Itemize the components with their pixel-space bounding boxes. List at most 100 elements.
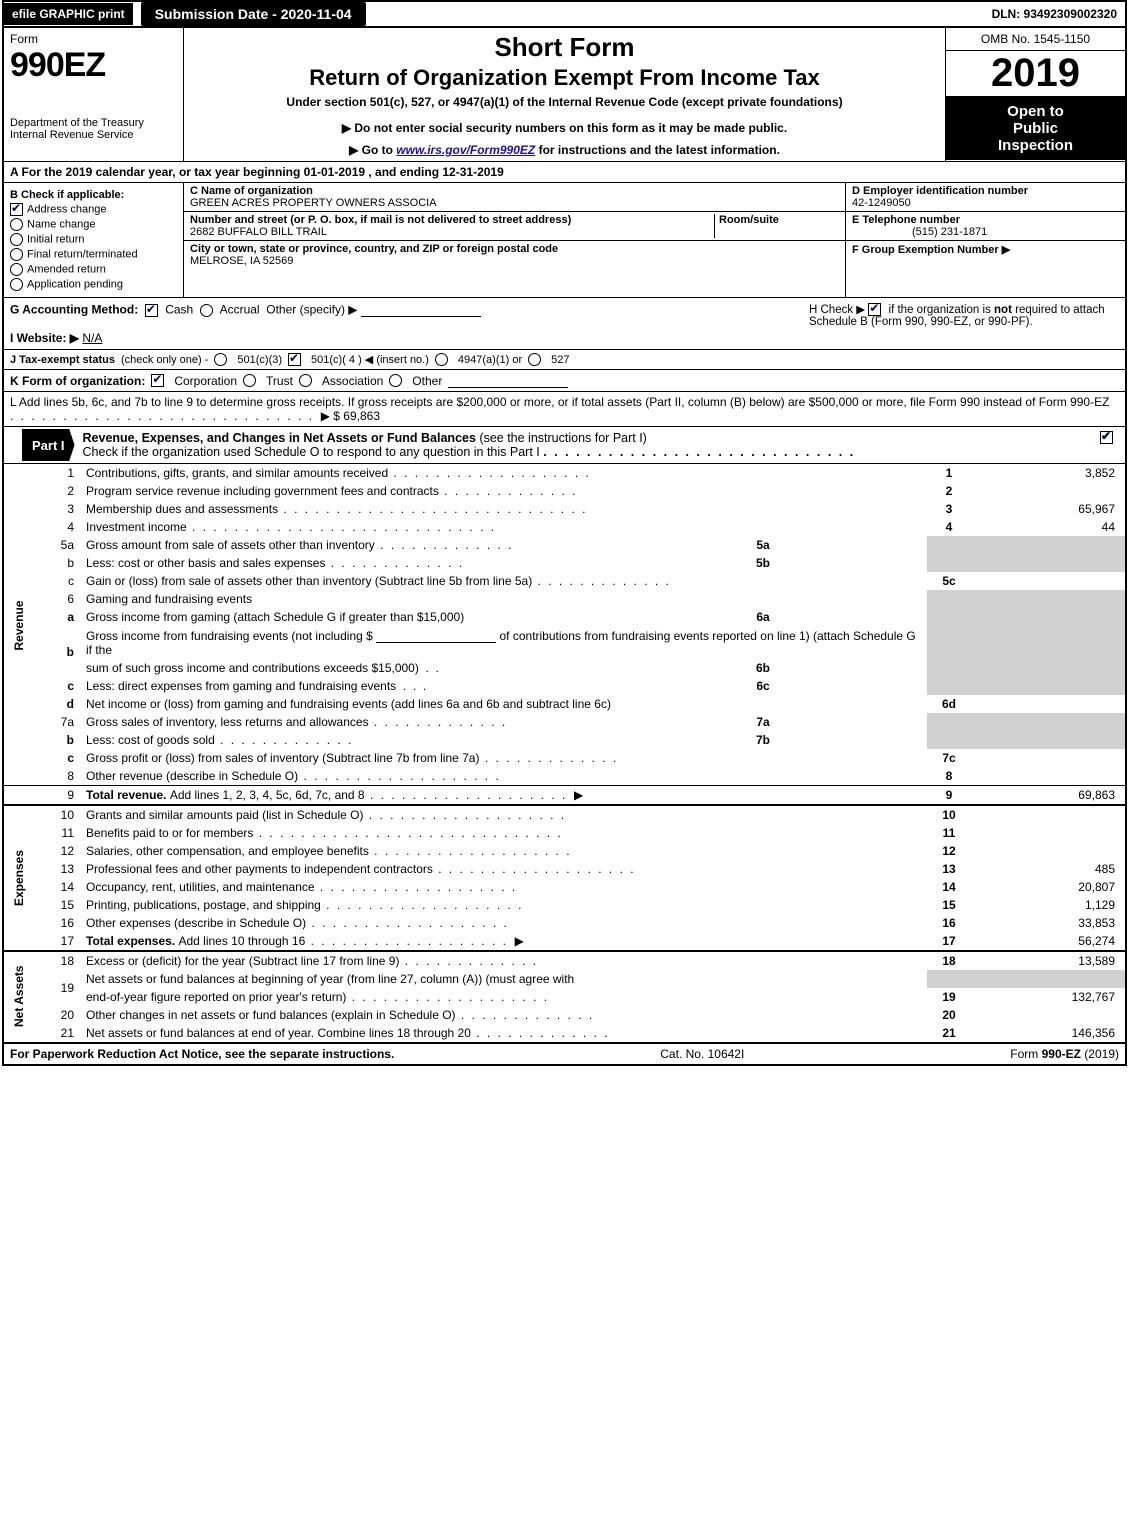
chk-accrual[interactable] xyxy=(200,304,213,317)
chk-address-change[interactable]: Address change xyxy=(10,203,177,216)
part-i-badge: Part I xyxy=(22,429,75,461)
label-address-change: Address change xyxy=(27,203,107,215)
ln-19: 19 xyxy=(34,970,82,1006)
chk-schedule-b[interactable] xyxy=(868,303,881,316)
desc-5c: Gain or (loss) from sale of assets other… xyxy=(86,574,532,588)
desc-19b: end-of-year figure reported on prior yea… xyxy=(86,990,346,1004)
chk-501c3[interactable] xyxy=(214,353,227,366)
title-return: Return of Organization Exempt From Incom… xyxy=(194,65,935,91)
desc-2: Program service revenue including govern… xyxy=(86,484,439,498)
h-not: not xyxy=(994,304,1012,316)
ln-20: 20 xyxy=(34,1006,82,1024)
rn-16: 16 xyxy=(927,914,971,932)
chk-association[interactable] xyxy=(299,374,312,387)
ln-6a: a xyxy=(34,608,82,626)
i-label: I Website: ▶ xyxy=(10,331,79,345)
chk-other-org[interactable] xyxy=(389,374,402,387)
desc-14: Occupancy, rent, utilities, and maintena… xyxy=(86,880,315,894)
desc-6: Gaming and fundraising events xyxy=(82,590,927,608)
k-label: K Form of organization: xyxy=(10,374,145,388)
chk-cash[interactable] xyxy=(145,304,158,317)
rn-6b2-shade xyxy=(927,659,971,677)
d-ein-label: D Employer identification number xyxy=(852,185,1028,197)
ln-6: 6 xyxy=(34,590,82,608)
rn-7b-shade xyxy=(927,731,971,749)
footer-formno: Form 990-EZ (2019) xyxy=(1010,1047,1119,1061)
chk-name-change[interactable]: Name change xyxy=(10,218,177,231)
j-note: (check only one) - xyxy=(121,354,208,366)
footer-form-bold: 990-EZ xyxy=(1042,1047,1081,1061)
chk-final-return[interactable]: Final return/terminated xyxy=(10,248,177,261)
desc-13: Professional fees and other payments to … xyxy=(86,862,433,876)
val-8 xyxy=(971,767,1125,786)
chk-corporation[interactable] xyxy=(151,374,164,387)
l-text: L Add lines 5b, 6c, and 7b to line 9 to … xyxy=(10,395,1109,409)
val-12 xyxy=(971,842,1125,860)
val-6d xyxy=(971,695,1125,713)
rn-3: 3 xyxy=(927,500,971,518)
note-ssn: ▶ Do not enter social security numbers o… xyxy=(194,121,935,135)
j-label: J Tax-exempt status xyxy=(10,354,115,366)
chk-initial-return[interactable]: Initial return xyxy=(10,233,177,246)
irs-link[interactable]: www.irs.gov/Form990EZ xyxy=(396,143,535,157)
line-a-tax-year: A For the 2019 calendar year, or tax yea… xyxy=(4,162,1125,183)
desc-20: Other changes in net assets or fund bala… xyxy=(86,1008,456,1022)
chk-527[interactable] xyxy=(528,353,541,366)
org-street: 2682 BUFFALO BILL TRAIL xyxy=(190,226,714,238)
sv-5a xyxy=(787,536,927,554)
chk-application-pending[interactable]: Application pending xyxy=(10,278,177,291)
chk-schedule-o-part1[interactable] xyxy=(1100,431,1113,444)
val-14: 20,807 xyxy=(971,878,1125,896)
desc-3: Membership dues and assessments xyxy=(86,502,278,516)
desc-9a: Total revenue. xyxy=(86,788,170,802)
chk-trust[interactable] xyxy=(243,374,256,387)
desc-12: Salaries, other compensation, and employ… xyxy=(86,844,369,858)
ln-8: 8 xyxy=(34,767,82,786)
ln-1: 1 xyxy=(34,464,82,482)
val-2 xyxy=(971,482,1125,500)
ln-7b: b xyxy=(34,731,82,749)
org-city: MELROSE, IA 52569 xyxy=(190,255,839,267)
c-room-label: Room/suite xyxy=(719,214,779,226)
rn-6b1-shade xyxy=(927,626,971,659)
tax-year: 2019 xyxy=(946,51,1125,97)
open-public-inspection: Open to Public Inspection xyxy=(946,97,1125,160)
ln-18: 18 xyxy=(34,951,82,970)
chk-amended-return[interactable]: Amended return xyxy=(10,263,177,276)
rn-6a-shade xyxy=(927,608,971,626)
rn-19: 19 xyxy=(927,988,971,1006)
c-name-label: C Name of organization xyxy=(190,185,313,197)
sv-6c xyxy=(787,677,927,695)
rn-6-shade xyxy=(927,590,971,608)
rn-5c: 5c xyxy=(927,572,971,590)
vside-netassets: Net Assets xyxy=(4,951,34,1042)
sv-7b xyxy=(787,731,927,749)
sb-6b: 6b xyxy=(739,659,787,677)
label-initial-return: Initial return xyxy=(27,233,84,245)
footer-form-pre: Form xyxy=(1010,1047,1041,1061)
goto-post: for instructions and the latest informat… xyxy=(535,143,780,157)
val-17: 56,274 xyxy=(971,932,1125,951)
ln-5a: 5a xyxy=(34,536,82,554)
sv-6b xyxy=(787,659,927,677)
rn-13: 13 xyxy=(927,860,971,878)
rn-11: 11 xyxy=(927,824,971,842)
ln-12: 12 xyxy=(34,842,82,860)
label-name-change: Name change xyxy=(27,218,96,230)
sb-6a: 6a xyxy=(739,608,787,626)
val-3: 65,967 xyxy=(971,500,1125,518)
desc-16: Other expenses (describe in Schedule O) xyxy=(86,916,306,930)
title-short-form: Short Form xyxy=(194,32,935,63)
desc-9b: Add lines 1, 2, 3, 4, 5c, 6d, 7c, and 8 xyxy=(170,788,365,802)
desc-6a: Gross income from gaming (attach Schedul… xyxy=(86,610,464,624)
chk-501c[interactable] xyxy=(288,353,301,366)
rn-15: 15 xyxy=(927,896,971,914)
part-i-title-text: Revenue, Expenses, and Changes in Net As… xyxy=(83,431,476,445)
desc-5b: Less: cost or other basis and sales expe… xyxy=(86,556,325,570)
part-i-check-line: Check if the organization used Schedule … xyxy=(83,445,540,459)
rn-2: 2 xyxy=(927,482,971,500)
line-l: L Add lines 5b, 6c, and 7b to line 9 to … xyxy=(4,392,1125,427)
chk-4947[interactable] xyxy=(435,353,448,366)
desc-10: Grants and similar amounts paid (list in… xyxy=(86,808,363,822)
ln-3: 3 xyxy=(34,500,82,518)
